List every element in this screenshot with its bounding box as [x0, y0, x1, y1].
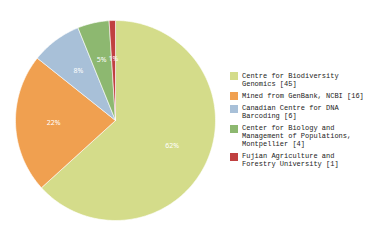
html-text:Canadian Centre for DNA Barcod: Canadian Centre for DNA Barcoding [6] [242, 104, 339, 121]
svg-text:8%: 8% [74, 66, 84, 75]
svg-text:62%: 62% [165, 141, 179, 150]
svg-text:5%: 5% [97, 55, 107, 64]
html-text:Fujian Agriculture and Forestr: Fujian Agriculture and Forestry Universi… [242, 152, 339, 169]
html-text:Center for Biology and Managem: Center for Biology and Management of Pop… [242, 124, 352, 149]
svg-text:1%: 1% [109, 54, 119, 63]
html-text:Centre for Biodiversity Genomi: Centre for Biodiversity Genomics [45] [242, 71, 339, 88]
html-text:Mined from GenBank, NCBI [16]: Mined from GenBank, NCBI [16] [242, 91, 364, 100]
svg-text:22%: 22% [47, 118, 61, 127]
